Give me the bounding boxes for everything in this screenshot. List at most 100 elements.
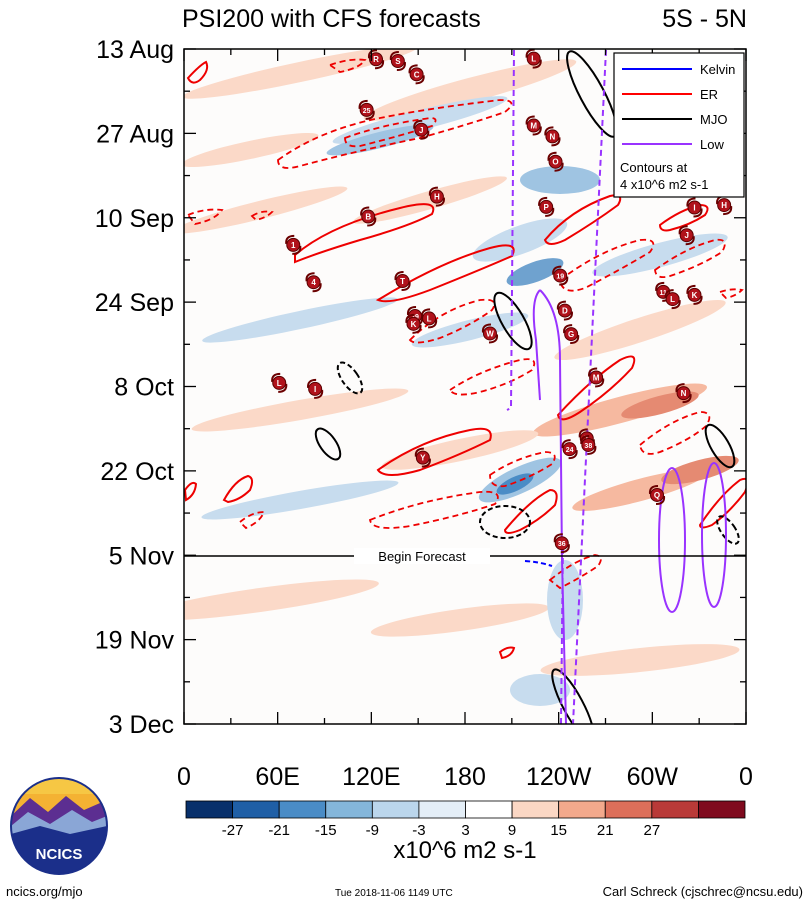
- low-contour: [532, 289, 541, 401]
- legend-label: MJO: [700, 112, 727, 127]
- er-contour: [698, 477, 746, 529]
- mjo-contour: [493, 291, 533, 351]
- storm-arm: [314, 389, 324, 399]
- storm-label: 36: [558, 541, 566, 548]
- storm-arm: [412, 324, 422, 334]
- storm-label: K: [411, 320, 417, 329]
- storm-arm: [655, 281, 665, 292]
- storm-dot: [361, 209, 376, 224]
- y-tick-label: 13 Aug: [96, 36, 174, 64]
- storm-label: 4: [311, 278, 316, 287]
- storm-arm: [358, 99, 368, 109]
- storm-dot: [415, 450, 430, 465]
- storm-arm: [428, 186, 438, 196]
- storm-arm: [307, 378, 317, 389]
- mjo-contour: [704, 423, 736, 469]
- storm-arm: [525, 115, 535, 125]
- er-forecast-contours: [186, 58, 744, 590]
- storm-marker: H: [428, 186, 445, 207]
- legend-note-line1: Contours at: [620, 160, 688, 175]
- storm-label: 24: [566, 447, 574, 454]
- storm-arm: [413, 119, 423, 129]
- storm-dot: [687, 287, 702, 302]
- storm-arm: [580, 434, 590, 445]
- storm-label: H: [721, 201, 727, 210]
- storm-label: G: [568, 330, 574, 339]
- colorbar-bin: [558, 800, 606, 819]
- storm-arm: [556, 300, 566, 310]
- storm-dot: [272, 375, 287, 390]
- er-contour: [186, 60, 209, 84]
- storm-dot: [557, 303, 572, 318]
- colorbar-tick-label: 27: [643, 822, 660, 839]
- storm-dot: [562, 442, 577, 457]
- storm-arm: [401, 281, 411, 292]
- x-axis: 0 60E 120E 180 120W 60W 0: [177, 49, 753, 791]
- storm-label: O: [552, 158, 558, 167]
- storm-label: J: [419, 126, 423, 135]
- storm-arm: [678, 225, 688, 235]
- storm-marker: J: [678, 225, 695, 246]
- storm-arm: [396, 61, 406, 72]
- low-contours: [506, 49, 727, 724]
- x-tick-label: 120W: [526, 763, 592, 791]
- storm-label: J: [684, 231, 688, 240]
- storm-dot: [422, 311, 437, 326]
- storm-marker: K: [686, 284, 703, 305]
- y-tick-label: 27 Aug: [96, 120, 174, 148]
- mjo-contour: [551, 668, 595, 724]
- storm-marker: I: [686, 197, 703, 218]
- storm-arm: [278, 383, 288, 393]
- storm-dot: [548, 154, 563, 169]
- storm-dot: [581, 437, 596, 452]
- storm-dot: [539, 199, 554, 214]
- storm-marker: G: [563, 324, 580, 345]
- storm-marker: P: [538, 196, 555, 217]
- storm-arm: [367, 49, 378, 59]
- storm-arm: [671, 299, 681, 310]
- storm-arm: [551, 137, 561, 147]
- storm-marker: Q: [648, 484, 666, 505]
- storm-marker: T: [394, 271, 411, 292]
- low-dashed-contour: [572, 49, 607, 724]
- storm-dot: [650, 487, 665, 502]
- storm-dot: [665, 292, 680, 307]
- er-contours: [184, 60, 746, 660]
- storm-arm: [554, 162, 564, 172]
- mjo-contour: [314, 427, 342, 461]
- storm-arm: [595, 378, 605, 388]
- storm-arm: [435, 197, 445, 207]
- storm-arm: [648, 484, 659, 495]
- storm-label: 25: [363, 108, 371, 115]
- legend-label: ER: [700, 87, 718, 102]
- storm-arm: [488, 334, 499, 344]
- storm-marker: L: [421, 308, 438, 329]
- storm-arm: [285, 234, 295, 244]
- colorbar-tick-label: 21: [597, 822, 614, 839]
- storm-label: D: [562, 307, 568, 316]
- storm-arm: [553, 533, 563, 543]
- storm-marker: H: [716, 195, 733, 216]
- y-tick-label: 5 Nov: [109, 542, 175, 570]
- storm-arm: [559, 276, 569, 286]
- storm-marker: M: [588, 367, 605, 388]
- storm-arm: [312, 283, 322, 293]
- storm-arm: [563, 324, 573, 334]
- storm-arm: [420, 130, 430, 140]
- storm-marker: C: [408, 64, 425, 85]
- storm-arm: [655, 495, 666, 505]
- storm-arm: [544, 126, 554, 136]
- storm-marker: K: [405, 313, 422, 334]
- legend-label: Low: [700, 137, 724, 152]
- storm-arm: [408, 64, 418, 74]
- colorbar-bin: [651, 800, 699, 819]
- storm-arm: [685, 236, 695, 246]
- storm-dot: [369, 52, 384, 67]
- storm-arm: [421, 458, 431, 468]
- storm-marker: M: [525, 115, 542, 136]
- er-contour: [503, 488, 558, 534]
- storm-label: 38: [584, 443, 592, 450]
- y-tick-label: 22 Oct: [100, 458, 174, 486]
- kelvin-dashed-contour: [524, 560, 553, 567]
